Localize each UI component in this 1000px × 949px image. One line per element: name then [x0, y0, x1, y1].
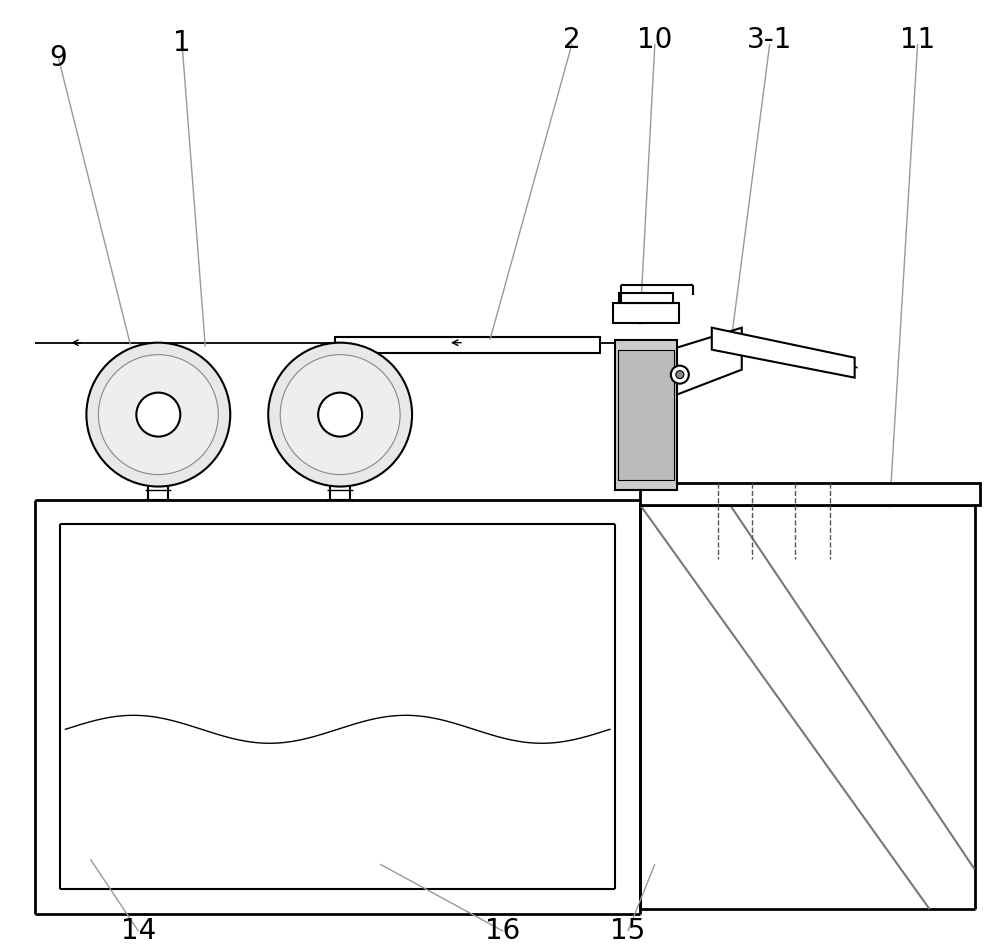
Circle shape — [671, 365, 689, 383]
Text: 10: 10 — [637, 26, 673, 54]
Text: 14: 14 — [121, 917, 156, 945]
Circle shape — [98, 355, 218, 474]
Circle shape — [136, 393, 180, 437]
Polygon shape — [677, 327, 742, 395]
Bar — [618, 349, 674, 479]
Circle shape — [676, 371, 684, 379]
Text: 11: 11 — [900, 26, 935, 54]
Circle shape — [318, 393, 362, 437]
Text: 1: 1 — [173, 29, 191, 57]
Polygon shape — [712, 327, 855, 378]
Text: 15: 15 — [610, 917, 646, 945]
Bar — [619, 292, 673, 303]
Circle shape — [86, 343, 230, 487]
Text: 16: 16 — [485, 917, 521, 945]
Circle shape — [280, 355, 400, 474]
Bar — [335, 337, 600, 353]
Text: 2: 2 — [563, 26, 581, 54]
Bar — [613, 303, 679, 323]
Bar — [615, 340, 677, 490]
Text: 3-1: 3-1 — [747, 26, 792, 54]
Circle shape — [268, 343, 412, 487]
Bar — [640, 482, 980, 505]
Text: 9: 9 — [50, 44, 67, 72]
